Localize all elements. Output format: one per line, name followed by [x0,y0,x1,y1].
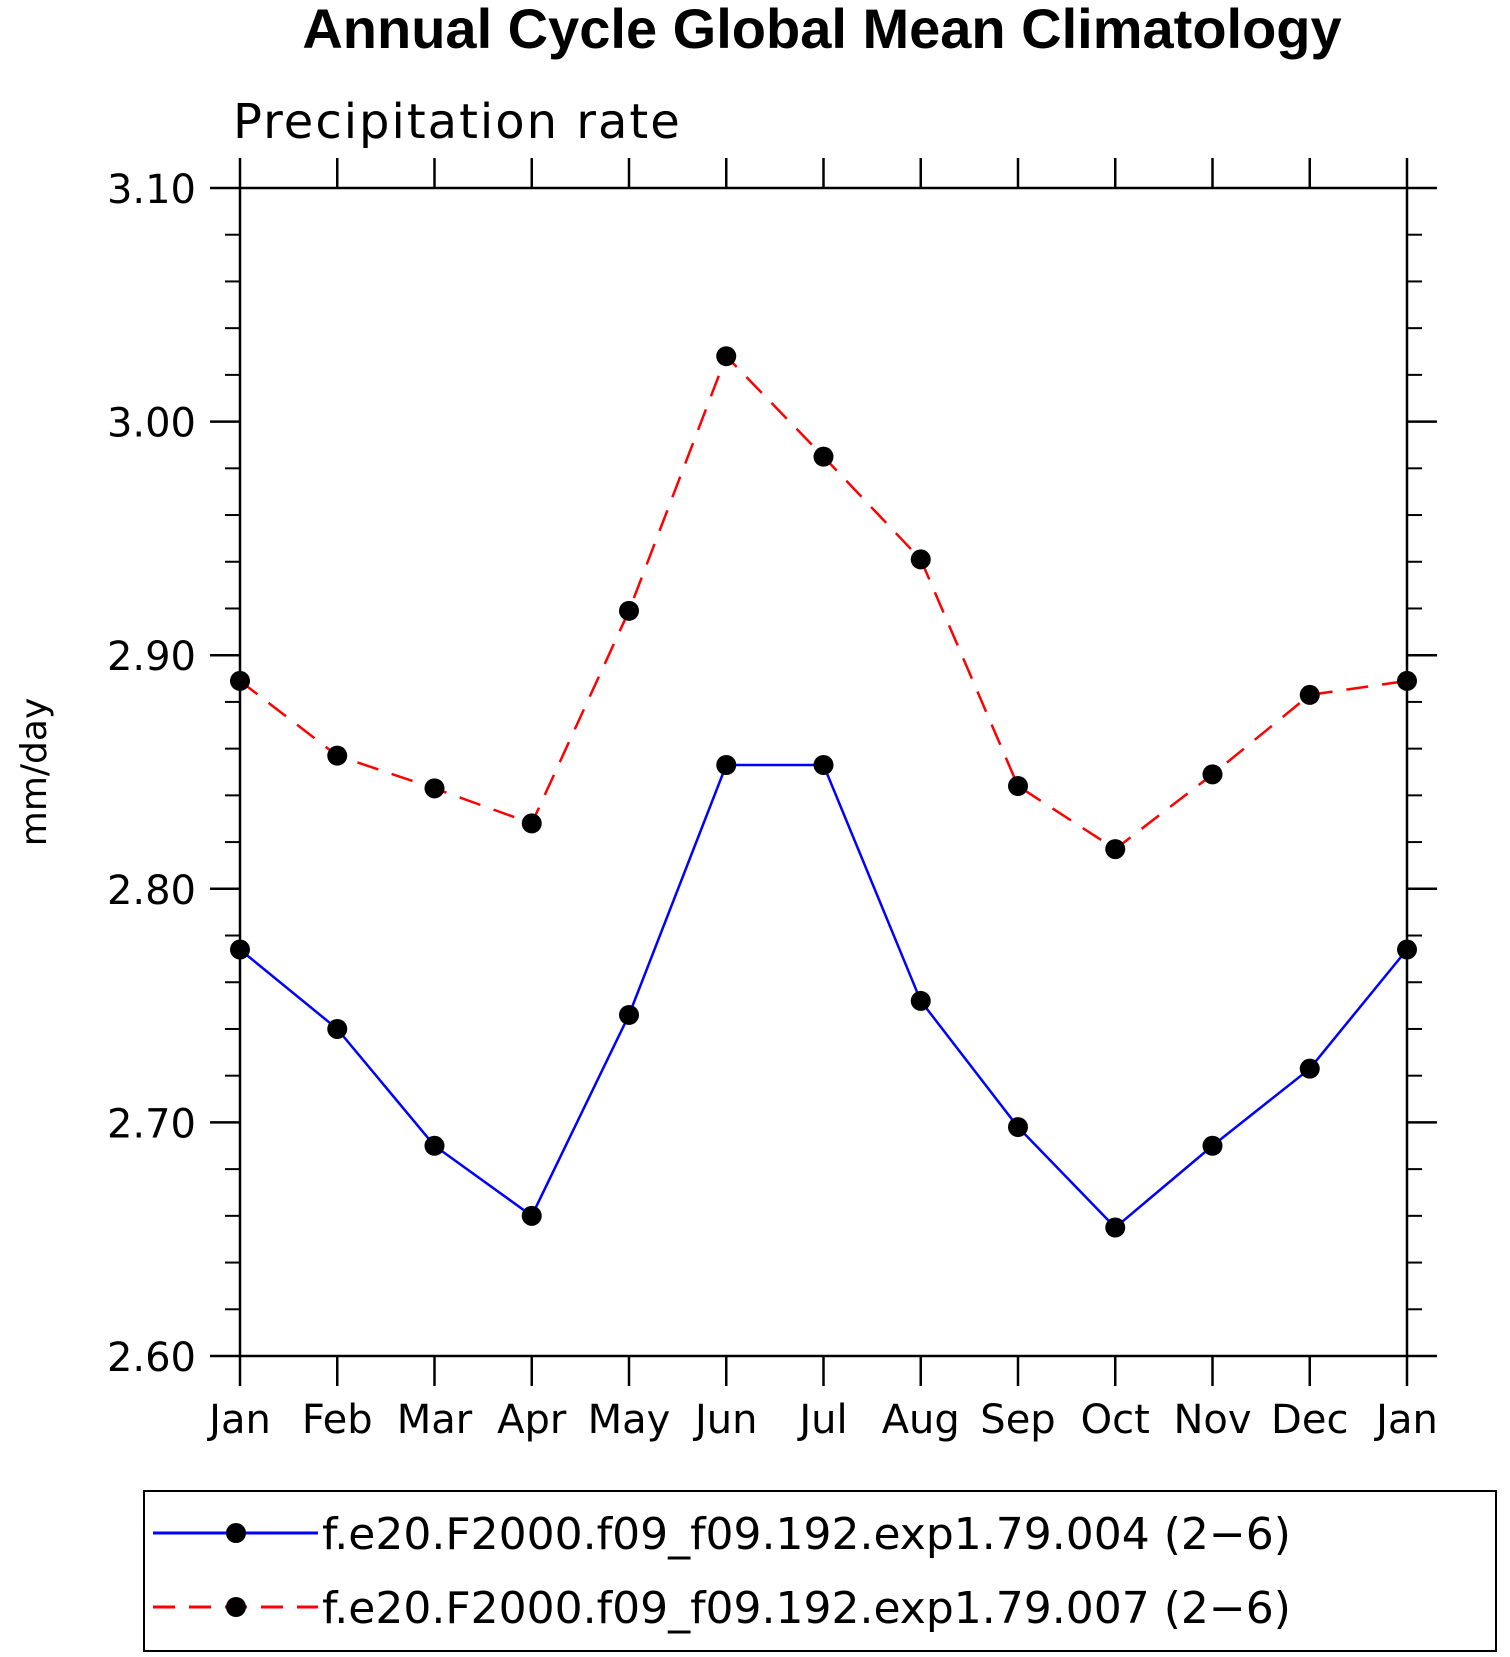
series-line-2 [239,353,1408,851]
data-point-series-1 [910,990,931,1011]
chart-title: Annual Cycle Global Mean Climatology [302,0,1341,60]
ticks-layer [210,158,1437,1386]
x-tick-label: Sep [980,1397,1055,1443]
x-tick-label: Apr [497,1397,567,1443]
data-point-series-2 [910,549,931,570]
data-point-series-2 [716,346,737,367]
legend-label-series-1: f.e20.F2000.f09_f09.192.exp1.79.004 (2−6… [322,1509,1291,1560]
data-point-series-1 [716,754,737,775]
x-tick-label: Jun [692,1397,758,1443]
legend-marker-series-1 [226,1523,246,1543]
x-tick-label: Oct [1081,1397,1150,1443]
y-tick-label: 2.80 [107,868,196,914]
data-point-series-1 [424,1135,445,1156]
chart-subtitle: Precipitation rate [233,94,682,150]
x-tick-label: Feb [302,1397,373,1443]
y-tick-label: 2.90 [107,634,196,680]
series-line-1 [239,763,1408,1230]
data-point-series-2 [619,600,639,621]
y-tick-label: 2.70 [107,1101,196,1147]
data-point-series-2 [813,446,834,467]
data-point-series-1 [327,1018,348,1039]
data-point-series-1 [813,754,834,775]
data-point-series-2 [424,778,445,799]
data-point-series-1 [1105,1217,1126,1238]
data-point-series-2 [1202,764,1223,785]
data-point-series-1 [619,1004,639,1025]
legend-label-series-2: f.e20.F2000.f09_f09.192.exp1.79.007 (2−6… [322,1583,1291,1634]
data-point-series-1 [521,1205,542,1226]
data-point-series-2 [1299,684,1320,705]
legend-marker-series-2 [226,1597,246,1617]
data-point-series-1 [1202,1135,1223,1156]
series-layer [230,346,1417,1238]
x-tick-label: Nov [1173,1397,1251,1443]
y-tick-label: 3.00 [107,401,196,447]
data-point-series-2 [1008,776,1028,797]
data-point-series-2 [1105,839,1126,860]
x-tick-label: Dec [1271,1397,1348,1443]
y-tick-label: 3.10 [107,167,196,213]
legend: f.e20.F2000.f09_f09.192.exp1.79.004 (2−6… [143,1490,1497,1652]
x-tick-label: Jul [796,1397,847,1443]
data-point-series-1 [1008,1117,1028,1138]
x-tick-label: Aug [882,1397,960,1443]
x-tick-label: Mar [397,1397,473,1443]
y-tick-label: 2.60 [107,1335,196,1381]
x-tick-label: Jan [1373,1397,1438,1443]
labels-layer: Jan Feb Mar Apr May Jun Jul Aug Sep Oct Nov Dec Jan2… [107,167,1438,1443]
data-point-series-1 [1299,1058,1320,1079]
data-point-series-2 [521,813,542,834]
x-tick-label: Jan [206,1397,271,1443]
x-tick-label: May [588,1397,671,1443]
y-axis-label: mm/day [14,698,55,846]
data-point-series-2 [327,745,348,766]
legend-box [143,1490,1497,1652]
